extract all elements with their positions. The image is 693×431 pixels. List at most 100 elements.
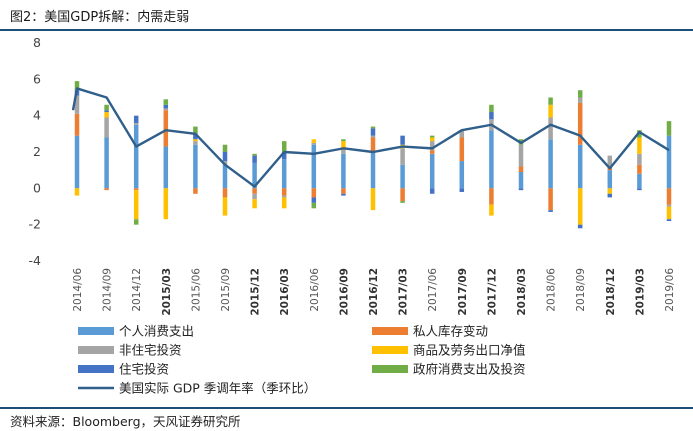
x-tick-label: 2016/09 — [338, 268, 350, 316]
bar-segment — [518, 188, 524, 191]
bar-segment — [518, 166, 524, 172]
bar-segment — [429, 188, 435, 194]
x-tick-label: 2017/09 — [457, 268, 469, 316]
bar-segment — [104, 110, 109, 113]
x-tick-label: 2017/03 — [398, 268, 410, 316]
y-tick-label: 8 — [33, 35, 41, 50]
legend-swatch — [78, 365, 114, 373]
bar-segment — [489, 204, 494, 216]
x-axis: 2014/06 2014/09 2014/12 2015/03 2015/06 2015/… — [72, 268, 676, 316]
bar-segment — [459, 137, 465, 162]
bar-segment — [429, 137, 435, 142]
bar-segment — [193, 133, 198, 140]
bar-segment — [163, 188, 169, 220]
bar-segment — [163, 146, 169, 189]
bar-segment — [133, 190, 139, 220]
x-tick-label: 2018/12 — [605, 268, 617, 316]
bar-segment — [311, 202, 317, 209]
bar-segment — [193, 144, 198, 189]
y-tick-label: 4 — [33, 108, 41, 123]
bar-segment — [548, 210, 553, 212]
bar-segment — [74, 188, 80, 196]
bar-segment — [133, 115, 139, 123]
bar-segment — [341, 188, 346, 194]
x-tick-label: 2014/12 — [131, 268, 143, 312]
bar-segment — [341, 193, 346, 196]
bar-segment — [607, 155, 613, 169]
bar-segment — [577, 144, 583, 189]
gdp-line-group — [71, 87, 670, 188]
bar-segment — [370, 188, 376, 211]
legend-swatch — [78, 327, 114, 335]
bar-segment — [518, 144, 524, 167]
bar-segment — [607, 188, 613, 194]
bar-segment — [311, 197, 317, 203]
bar-segment — [370, 137, 376, 152]
bar-segment — [193, 139, 198, 142]
bar-segment — [281, 141, 287, 152]
bar-segment — [548, 117, 553, 140]
bar-segment — [74, 113, 80, 136]
bar-segment — [222, 152, 228, 162]
bar-segment — [666, 204, 672, 207]
bar-segment — [133, 124, 139, 189]
bar-segment — [489, 130, 494, 189]
bar-segment — [104, 117, 109, 138]
y-tick-label: -4 — [29, 253, 42, 268]
legend-swatch — [372, 346, 408, 354]
legend-swatch — [372, 365, 408, 373]
bar-segment — [74, 135, 80, 189]
bar-segment — [252, 199, 257, 209]
bar-segment — [222, 144, 228, 152]
bar-segment — [222, 197, 228, 216]
bar-segment — [400, 148, 405, 165]
legend-label: 非住宅投资 — [119, 343, 182, 358]
bar-segment — [252, 155, 257, 163]
bar-segment — [370, 135, 376, 138]
bar-segment — [222, 164, 228, 189]
bar-segment — [252, 153, 257, 156]
source-note: 资料来源：Bloomberg，天风证券研究所 — [10, 414, 241, 429]
bar-segment — [459, 130, 465, 138]
bottom-rule — [0, 407, 693, 409]
x-tick-label: 2015/03 — [161, 268, 173, 316]
bar-segment — [607, 170, 613, 189]
bar-segment — [281, 152, 287, 160]
bar-segment — [252, 188, 257, 194]
x-tick-label: 2017/06 — [427, 268, 439, 312]
x-tick-label: 2016/06 — [309, 268, 321, 312]
x-tick-label: 2016/03 — [279, 268, 291, 316]
gdp-growth-line — [71, 87, 670, 188]
bar-segment — [163, 110, 169, 147]
top-rule — [0, 29, 693, 31]
bar-segment — [341, 148, 346, 154]
bar-segment — [607, 193, 613, 198]
bar-segment — [163, 99, 169, 105]
bar-segment — [281, 159, 287, 189]
x-tick-label: 2015/09 — [220, 268, 232, 312]
bar-segment — [489, 112, 494, 120]
x-tick-label: 2019/06 — [664, 268, 676, 312]
bar-segment — [637, 188, 642, 191]
y-tick-label: 0 — [33, 180, 41, 195]
legend-label: 住宅投资 — [119, 362, 169, 377]
legend-swatch — [78, 346, 114, 354]
bar-segment — [104, 104, 109, 111]
bar-segment — [341, 139, 346, 142]
bar-segment — [518, 171, 524, 189]
x-tick-label: 2017/12 — [486, 268, 498, 316]
bar-segment — [666, 188, 672, 205]
bar-segment — [133, 219, 139, 225]
bar-segment — [429, 150, 435, 154]
bar-segment — [577, 102, 583, 145]
x-tick-label: 2016/12 — [368, 268, 380, 316]
bar-segment — [637, 153, 642, 165]
bar-segment — [548, 97, 553, 105]
bar-segment — [163, 108, 169, 111]
bar-segment — [429, 153, 435, 189]
bar-segment — [311, 188, 317, 198]
bar-segment — [459, 188, 465, 192]
y-tick-label: 6 — [33, 71, 41, 86]
